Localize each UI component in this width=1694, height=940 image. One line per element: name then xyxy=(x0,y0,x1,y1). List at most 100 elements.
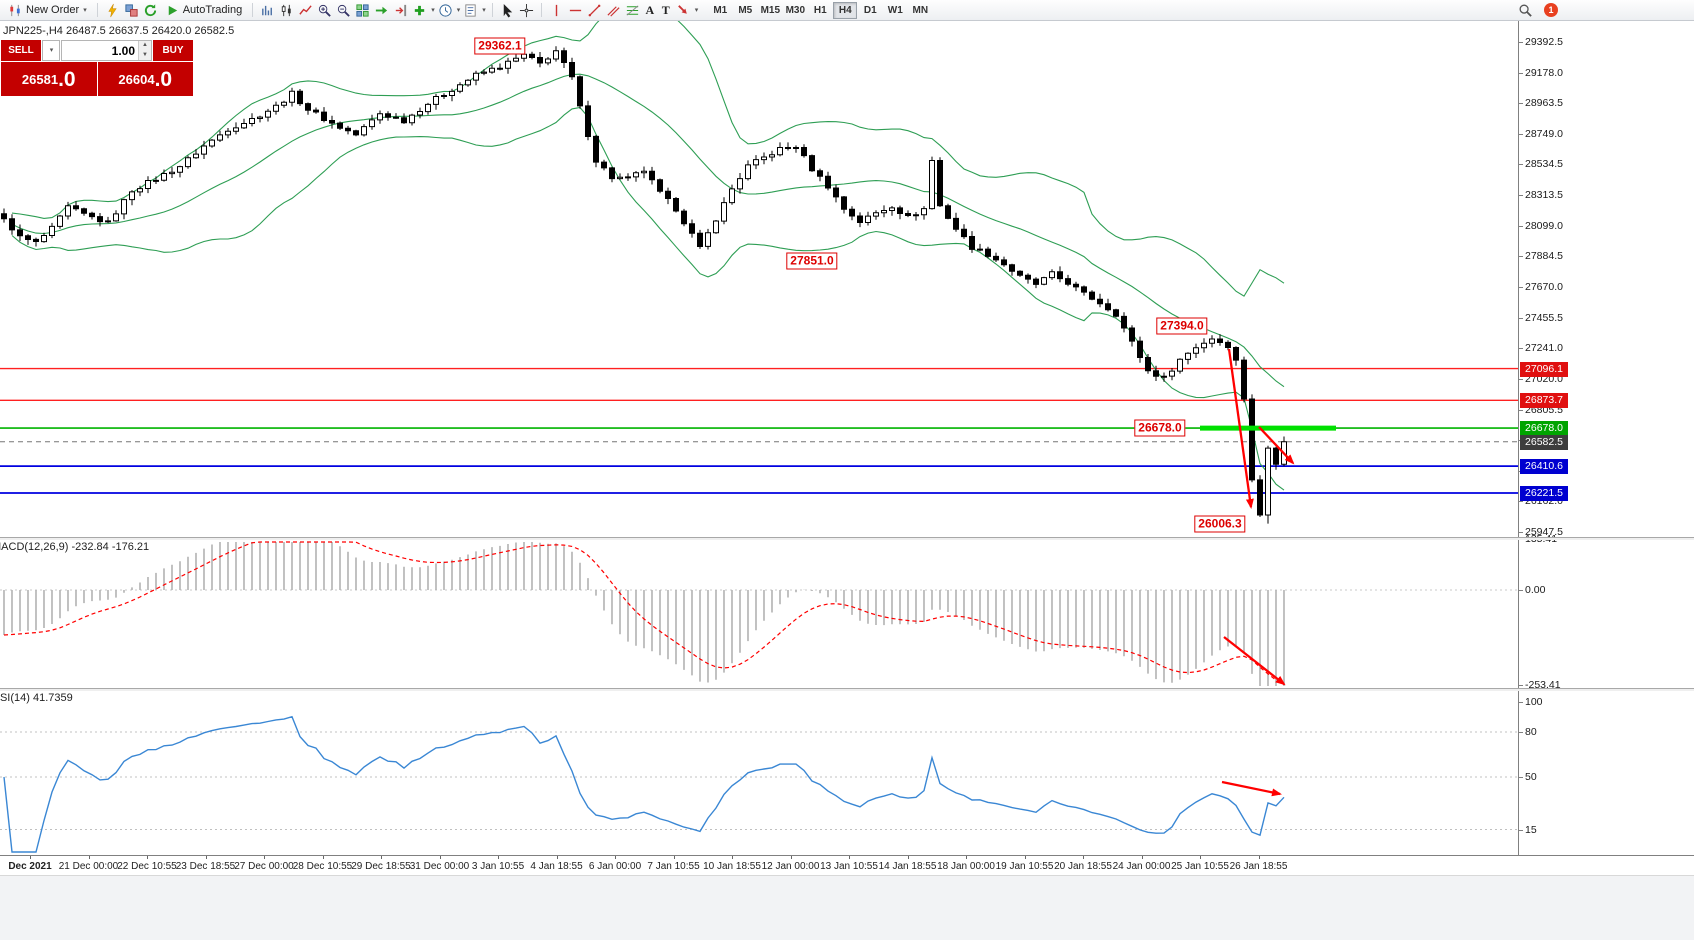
panel-separator[interactable] xyxy=(0,688,1694,691)
toolbar-right-group: 1 xyxy=(1517,2,1558,19)
zoom-out-icon[interactable] xyxy=(335,2,352,19)
axis-tick xyxy=(1519,829,1523,831)
bollinger-middle xyxy=(11,73,1285,388)
text-icon[interactable]: A xyxy=(645,2,655,17)
refresh-icon[interactable] xyxy=(142,2,159,19)
chevron-down-icon[interactable]: ▾ xyxy=(482,6,486,14)
time-axis[interactable]: Dec 2021 21 Dec 00:00 22 Dec 10:55 23 Dec 1… xyxy=(0,855,1694,875)
timeframe-button[interactable]: M5 xyxy=(733,2,757,19)
price-label[interactable]: 29362.1 xyxy=(474,37,526,55)
price-axis-label: 29178.0 xyxy=(1525,66,1563,79)
timeframe-button[interactable]: H4 xyxy=(833,1,858,19)
sell-price-pips: .0 xyxy=(58,67,76,91)
vertical-line-icon[interactable] xyxy=(548,2,565,19)
annotation-arrow[interactable] xyxy=(1258,426,1295,465)
rsi-panel[interactable]: RSI(14) 41.7359 xyxy=(0,691,1518,855)
volume-input[interactable] xyxy=(62,41,138,60)
axis-tick xyxy=(1519,287,1523,288)
cursor-icon[interactable] xyxy=(499,2,516,19)
periods-clock-icon[interactable] xyxy=(437,2,454,19)
lightning-icon[interactable] xyxy=(104,2,121,19)
toolbar-separator xyxy=(252,3,254,17)
autotrading-button[interactable]: AutoTrading xyxy=(161,1,247,20)
timeframe-button[interactable]: M15 xyxy=(758,2,782,19)
price-axis-label: 28963.5 xyxy=(1525,97,1563,110)
timeframe-button[interactable]: W1 xyxy=(883,2,907,19)
price-label[interactable]: 27394.0 xyxy=(1156,317,1208,335)
time-axis-tick xyxy=(732,856,733,859)
rsi-canvas[interactable] xyxy=(0,691,1518,855)
buy-button[interactable]: BUY xyxy=(153,40,193,61)
time-axis-tick xyxy=(498,856,499,859)
price-axis[interactable]: 29392.5 29178.0 28963.5 28749.0 28534.5 28313… xyxy=(1518,21,1694,855)
chart-canvas[interactable] xyxy=(0,21,1518,537)
timeframe-button[interactable]: D1 xyxy=(858,2,882,19)
time-axis-tick xyxy=(907,856,909,859)
price-axis-label: 27884.5 xyxy=(1525,250,1563,263)
rsi-label: RSI(14) 41.7359 xyxy=(0,692,73,704)
timeframe-button[interactable]: M30 xyxy=(783,2,807,19)
time-axis-tick xyxy=(1141,856,1143,859)
new-order-button[interactable]: New Order ▾ xyxy=(4,1,91,20)
volume-decrease-button[interactable]: ▼ xyxy=(139,50,151,60)
text-label-icon[interactable]: T xyxy=(661,2,670,17)
price-label[interactable]: 26006.3 xyxy=(1194,515,1246,533)
fibonacci-icon[interactable] xyxy=(624,2,641,19)
time-axis-label: 3 Jan 10:55 xyxy=(471,861,525,872)
indicators-icon[interactable] xyxy=(411,2,428,19)
candlestick-chart-icon[interactable] xyxy=(278,2,295,19)
buy-price-button[interactable]: 26604.0 xyxy=(97,62,193,96)
notification-badge[interactable]: 1 xyxy=(1544,3,1558,17)
panel-separator[interactable] xyxy=(0,537,1694,540)
timeframe-button[interactable]: MN xyxy=(908,2,932,19)
sell-button[interactable]: SELL xyxy=(1,40,41,61)
templates-icon[interactable] xyxy=(462,2,479,19)
price-label[interactable]: 26678.0 xyxy=(1134,419,1186,437)
chevron-down-icon[interactable]: ▾ xyxy=(456,6,461,14)
chevron-down-icon[interactable]: ▾ xyxy=(431,6,435,14)
annotation-arrow[interactable] xyxy=(1227,348,1254,509)
timeframe-button[interactable]: H1 xyxy=(808,2,832,19)
axis-tick xyxy=(1519,348,1523,350)
chevron-down-icon: ▾ xyxy=(83,6,87,14)
annotation-arrow[interactable] xyxy=(1221,780,1282,797)
volume-spinner: ▲ ▼ xyxy=(138,41,151,60)
price-label[interactable]: 27851.0 xyxy=(786,252,838,270)
axis-tick xyxy=(1519,532,1523,533)
timeframe-button[interactable]: M1 xyxy=(708,2,732,19)
time-axis-tick xyxy=(673,856,675,859)
macd-axis-label: 0.00 xyxy=(1525,584,1546,596)
price-tag: 26221.5 xyxy=(1520,486,1568,502)
axis-tick xyxy=(1519,379,1523,381)
volume-increase-button[interactable]: ▲ xyxy=(139,41,151,51)
layers-icon[interactable] xyxy=(123,2,140,19)
auto-scroll-icon[interactable] xyxy=(373,2,390,19)
bar-chart-icon[interactable] xyxy=(259,2,276,19)
annotation-arrow[interactable] xyxy=(1223,636,1286,686)
crosshair-icon[interactable] xyxy=(518,2,535,19)
macd-panel[interactable]: MACD(12,26,9) -232.84 -176.21 xyxy=(0,540,1518,688)
axis-tick xyxy=(1519,42,1523,43)
sell-price-button[interactable]: 26581.0 xyxy=(1,62,97,96)
chevron-down-icon[interactable]: ▾ xyxy=(694,6,699,14)
zoom-in-icon[interactable] xyxy=(316,2,333,19)
line-chart-icon[interactable] xyxy=(297,2,314,19)
time-axis-tick xyxy=(615,856,616,859)
macd-canvas[interactable] xyxy=(0,540,1518,688)
time-axis-tick xyxy=(790,856,792,859)
tile-windows-icon[interactable] xyxy=(354,2,371,19)
rsi-axis-label: 80 xyxy=(1525,726,1537,738)
trendline-icon[interactable] xyxy=(586,2,603,19)
price-axis-label: 25947.5 xyxy=(1525,526,1563,538)
chart-shift-icon[interactable] xyxy=(392,2,409,19)
search-icon[interactable] xyxy=(1517,2,1534,19)
main-chart-panel[interactable]: 29362.1 27851.0 27394.0 26678.0 26006.3 JPN2… xyxy=(0,21,1518,537)
arrows-stamp-icon[interactable] xyxy=(675,2,692,19)
price-tag: 26873.7 xyxy=(1520,393,1568,409)
channel-icon[interactable] xyxy=(605,2,622,19)
rsi-line xyxy=(3,715,1285,853)
bollinger-upper xyxy=(11,21,1285,297)
horizontal-line-icon[interactable] xyxy=(567,2,584,19)
volume-dropdown-button[interactable]: ▾ xyxy=(42,40,60,61)
sell-price-main: 26581 xyxy=(21,71,59,87)
